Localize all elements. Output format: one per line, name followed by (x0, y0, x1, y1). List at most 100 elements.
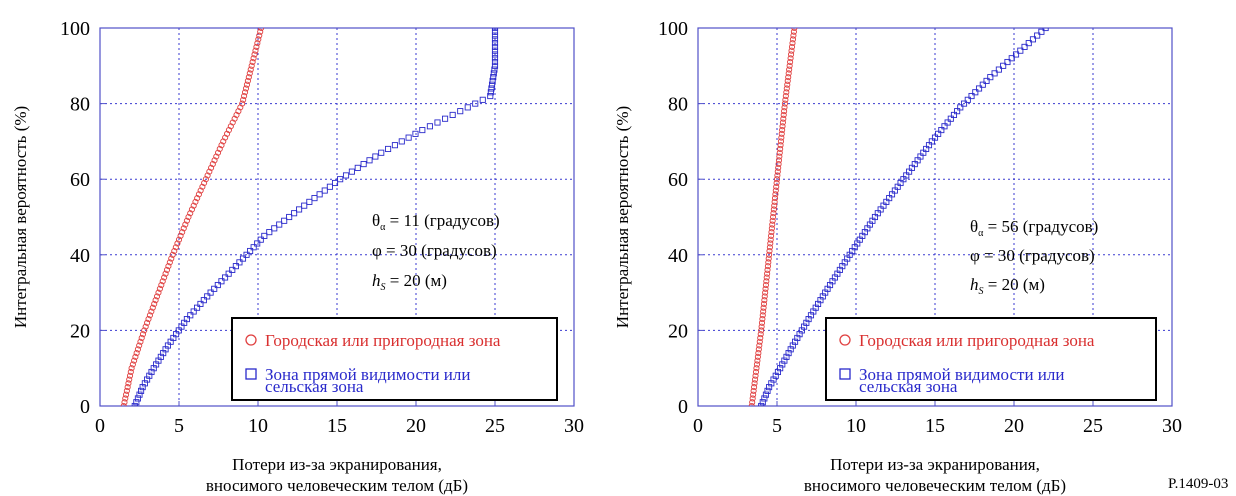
point-right-0-99 (790, 28, 797, 35)
point-left-0-1 (121, 399, 128, 406)
h-annotation-right: hS = 20 (м) (970, 275, 1045, 297)
x-axis-label-left-line2: вносимого человеческим телом (дБ) (206, 476, 468, 495)
point-right-0-38 (765, 259, 772, 266)
point-left-1-33 (218, 278, 225, 285)
x-tick-label-left-1: 5 (174, 415, 184, 437)
point-left-0-52 (188, 206, 196, 213)
point-left-1-53 (301, 202, 308, 209)
point-left-1-43 (254, 240, 261, 247)
point-right-0-25 (760, 308, 767, 315)
point-left-0-47 (180, 225, 187, 232)
point-right-0-50 (770, 213, 777, 221)
point-left-1-66 (372, 153, 379, 160)
point-right-1-4 (764, 387, 771, 394)
point-left-0-10 (128, 365, 135, 372)
series-left-1 (131, 28, 499, 406)
point-left-1-74 (426, 123, 433, 130)
legend-box-right (825, 317, 1157, 401)
point-left-0-76 (231, 115, 238, 122)
point-left-1-63 (354, 164, 361, 171)
point-left-0-43 (174, 240, 181, 247)
point-right-0-69 (777, 142, 784, 149)
point-right-0-85 (784, 81, 791, 88)
point-left-0-38 (166, 259, 173, 266)
point-left-0-18 (138, 334, 145, 342)
point-left-1-94 (491, 47, 499, 54)
x-axis-label-left-line1: Потери из-за экранирования, (232, 455, 442, 474)
x-tick-label-left-0: 0 (95, 415, 105, 437)
point-left-0-94 (252, 47, 259, 54)
point-left-1-47 (271, 225, 278, 232)
point-right-0-6 (751, 380, 758, 387)
point-right-1-77 (950, 111, 958, 118)
point-right-0-17 (756, 338, 763, 345)
parameter-annotation-left: θα = 11 (градусов) φ = 30 (градусов) hS … (372, 211, 500, 293)
point-left-0-51 (187, 210, 194, 217)
point-right-0-51 (770, 210, 777, 217)
legend-marker-los-left (245, 368, 257, 380)
point-right-0-91 (787, 58, 794, 66)
point-right-0-24 (759, 312, 766, 319)
point-left-1-87 (490, 74, 497, 81)
point-left-0-65 (211, 157, 218, 164)
point-left-0-61 (204, 172, 211, 179)
theta-value-left: 11 (градусов) (404, 211, 500, 230)
legend-label-los-right-line2: сельская зона (859, 377, 958, 396)
point-left-0-88 (246, 70, 253, 77)
point-left-1-29 (204, 293, 211, 300)
point-left-0-54 (192, 198, 199, 205)
x-tick-label-left-5: 25 (485, 415, 505, 437)
point-left-1-60 (337, 176, 344, 183)
legend-label-los-left-line1: Зона прямой видимости или (265, 365, 471, 384)
point-left-1-85 (488, 81, 496, 88)
point-right-0-88 (785, 70, 792, 77)
point-left-0-55 (194, 195, 201, 202)
legend-label-urban-right: Городская или пригородная зона (859, 331, 1095, 350)
y-tick-label-right-2: 40 (668, 245, 688, 267)
point-left-1-46 (266, 229, 273, 236)
point-left-1-79 (464, 104, 471, 111)
point-right-1-84 (975, 85, 983, 92)
point-left-1-31 (211, 285, 218, 292)
point-left-0-23 (145, 316, 152, 323)
point-left-0-6 (125, 380, 132, 387)
y-axis-label-right: Интегральная вероятность (%) (613, 106, 632, 328)
point-left-1-39 (239, 255, 247, 262)
point-right-0-71 (778, 134, 785, 141)
point-left-1-27 (197, 300, 204, 307)
point-right-0-47 (768, 225, 775, 232)
point-left-0-33 (159, 278, 166, 285)
point-left-0-84 (242, 85, 250, 92)
point-left-0-15 (134, 346, 141, 353)
point-left-0-5 (124, 384, 131, 391)
point-right-1-10 (777, 365, 784, 372)
point-left-1-36 (229, 266, 236, 273)
y-tick-label-right-4: 80 (668, 94, 688, 116)
point-left-1-52 (296, 206, 303, 213)
point-left-1-23 (183, 316, 190, 323)
point-left-1-90 (491, 62, 499, 69)
legend-right: Городская или пригородная зона Зона прям… (825, 317, 1157, 401)
point-right-0-15 (755, 346, 762, 353)
point-right-1-87 (987, 74, 994, 81)
point-left-1-81 (479, 96, 486, 103)
point-left-0-29 (153, 293, 161, 300)
point-left-1-100 (491, 28, 499, 32)
y-tick-label-right-1: 20 (668, 320, 688, 342)
point-right-0-80 (781, 100, 788, 107)
point-right-0-94 (788, 47, 795, 54)
point-right-0-97 (789, 36, 797, 43)
point-left-0-64 (209, 161, 216, 168)
point-right-0-9 (752, 368, 760, 376)
y-axis-label-left: Интегральная вероятность (%) (11, 106, 30, 328)
point-right-0-43 (767, 240, 774, 247)
point-left-1-37 (232, 263, 239, 270)
point-left-1-97 (491, 36, 499, 43)
point-left-0-71 (222, 134, 229, 141)
legend-marker-los-right (839, 368, 851, 380)
point-right-0-73 (779, 127, 786, 134)
point-left-0-75 (229, 119, 236, 126)
point-left-1-65 (366, 157, 373, 164)
y-tick-label-left-2: 40 (70, 245, 90, 267)
